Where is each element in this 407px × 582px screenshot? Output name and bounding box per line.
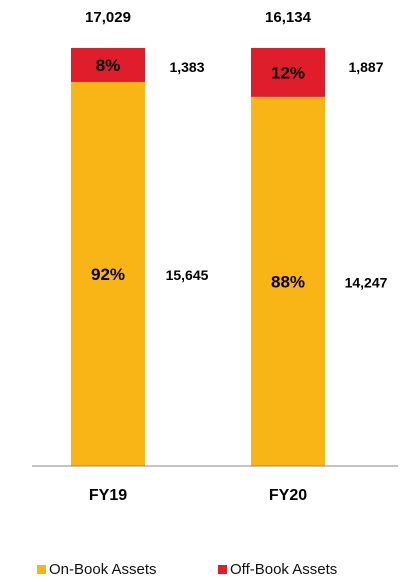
total-label-fy19: 17,029 xyxy=(85,9,131,26)
category-label-fy19: FY19 xyxy=(89,487,127,504)
legend-label-off-book: Off-Book Assets xyxy=(230,561,337,578)
percent-label-fy19-off-book: 8% xyxy=(96,56,121,75)
bars-layer xyxy=(71,48,325,467)
value-label-fy20-off-book: 1,887 xyxy=(348,59,383,75)
legend-swatch-on-book xyxy=(37,565,46,574)
legend: On-Book Assets Off-Book Assets xyxy=(37,561,337,578)
percent-label-fy19-on-book: 92% xyxy=(91,265,125,284)
percent-label-fy20-off-book: 12% xyxy=(271,63,305,82)
value-label-fy19-on-book: 15,645 xyxy=(166,267,209,283)
bar-fy19-off-book xyxy=(71,48,145,82)
percent-label-fy20-on-book: 88% xyxy=(271,272,305,291)
labels-layer: 92% 15,645 8% 1,383 17,029 FY19 88% 14,247 12% 1,… xyxy=(85,9,388,504)
value-label-fy19-off-book: 1,383 xyxy=(169,59,204,75)
legend-swatch-off-book xyxy=(218,565,227,574)
bar-fy20-on-book xyxy=(251,96,325,467)
category-label-fy20: FY20 xyxy=(269,487,307,504)
value-label-fy20-on-book: 14,247 xyxy=(345,274,388,290)
total-label-fy20: 16,134 xyxy=(265,9,312,26)
bar-fy19-on-book xyxy=(71,81,145,466)
bar-fy20-off-book xyxy=(251,48,325,97)
legend-label-on-book: On-Book Assets xyxy=(49,561,157,578)
